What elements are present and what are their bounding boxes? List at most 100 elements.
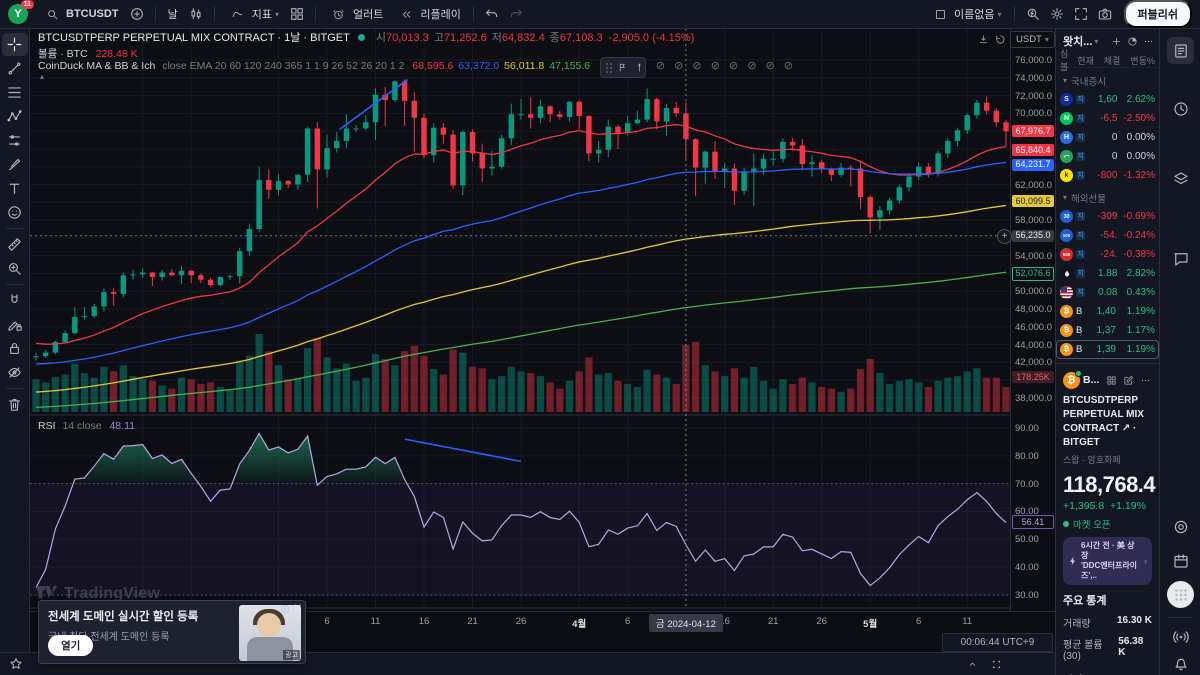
clock[interactable]: 00:06:44 UTC+9 xyxy=(942,633,1053,652)
redo-icon[interactable] xyxy=(505,3,527,25)
price-axis[interactable]: 38,000.040,000.042,000.044,000.046,000.0… xyxy=(1010,29,1055,611)
column-header[interactable]: 심볼 xyxy=(1060,49,1069,72)
watchlist-row[interactable]: 30지44,59-309-0.69% xyxy=(1056,207,1159,226)
drag-handle[interactable] xyxy=(606,62,612,73)
news-pill[interactable]: 6시간 전 · 美 상장 'DDC엔터프라이즈',.. › xyxy=(1063,537,1152,585)
favorites-star-icon[interactable] xyxy=(5,653,27,675)
column-header[interactable]: 현재 xyxy=(1077,55,1094,66)
compare-grid-icon[interactable] xyxy=(1104,373,1118,387)
more-options-icon[interactable] xyxy=(1141,34,1155,48)
edit-icon[interactable] xyxy=(1121,373,1135,387)
fib-tool-icon[interactable] xyxy=(2,81,28,104)
timeframe-button[interactable]: 날 xyxy=(167,9,178,21)
brush-tool-icon[interactable] xyxy=(2,153,28,176)
watchlist-row[interactable]: ₿B118,71,391.19% xyxy=(1056,340,1159,359)
chat-icon[interactable] xyxy=(1167,245,1194,272)
watchlist-row[interactable]: ₿B118,81,371.17% xyxy=(1056,321,1159,340)
ad-banner[interactable]: 전세계 도메인 실시간 할인 등록 국내 최다 전세계 도메인 등록 열기 광고… xyxy=(38,600,306,664)
user-avatar[interactable]: Y 11 xyxy=(8,0,34,24)
publish-button[interactable]: 퍼블리쉬 xyxy=(1123,0,1192,28)
crosshair-tool-icon[interactable] xyxy=(1,33,28,56)
add-symbol-icon[interactable] xyxy=(1109,34,1123,48)
zoomIn-tool-icon[interactable] xyxy=(2,257,28,280)
watchlist-tab-icon[interactable] xyxy=(1167,37,1194,64)
layout-grid-icon[interactable] xyxy=(286,3,308,25)
watchlist-row[interactable]: 100지22,99-54.-0.24% xyxy=(1056,226,1159,245)
main-chart[interactable] xyxy=(30,29,1010,611)
watchlist-row[interactable]: 지19.190.080.43% xyxy=(1056,283,1159,302)
fullscreen-icon[interactable] xyxy=(1070,3,1092,25)
flag-icon[interactable] xyxy=(615,60,630,75)
symbol-full-name[interactable]: BTCUSDTPERP PERPETUAL MIX CONTRACT ↗ · BI… xyxy=(1063,395,1144,448)
column-header[interactable]: 변동% xyxy=(1130,55,1155,66)
chart-type-icon[interactable] xyxy=(185,3,207,25)
currency-dropdown[interactable]: USDT ▾ xyxy=(1010,31,1055,48)
symbol-search[interactable]: BTCUSDT xyxy=(36,1,124,27)
volume-legend[interactable]: 볼륨 · BTC 228.48 K xyxy=(38,48,138,60)
ruler-tool-icon[interactable] xyxy=(2,233,28,256)
calendar-icon[interactable] xyxy=(1167,547,1194,574)
apps-grid-icon[interactable] xyxy=(1167,581,1194,608)
undo-icon[interactable] xyxy=(481,3,503,25)
ad-open-button[interactable]: 열기 xyxy=(48,635,94,656)
trend-tool-icon[interactable] xyxy=(2,57,28,80)
watchlist-row[interactable]: ₿B118,81,401.19% xyxy=(1056,302,1159,321)
legend-collapse-caret[interactable]: ▴ xyxy=(40,72,45,81)
eyeOff-tool-icon[interactable] xyxy=(2,361,28,384)
delayed-badge: 지 xyxy=(1076,171,1086,180)
position-tool-icon[interactable] xyxy=(2,129,28,152)
watchlist-group-header[interactable]: ▾ 해외선물 xyxy=(1063,193,1106,205)
column-header[interactable]: 체결 xyxy=(1103,55,1121,66)
watchlist-row[interactable]: k지60,00-800-1.32% xyxy=(1056,166,1159,185)
replay-button[interactable]: 리플레이 xyxy=(390,1,465,27)
watchlist-row[interactable]: H지208,000.00% xyxy=(1056,128,1159,147)
compare-symbol-icon[interactable] xyxy=(126,3,148,25)
reset-scale-icon[interactable] xyxy=(993,33,1007,47)
chevron-down-icon[interactable]: ▾ xyxy=(1094,36,1099,46)
watchlist-row[interactable]: N지253,0-6,5-2.50% xyxy=(1056,109,1159,128)
tradingview-watermark: TradingView xyxy=(36,585,160,603)
collapse-pane-icon[interactable] xyxy=(965,657,979,671)
watchlist-row[interactable]: S지62,601,602.62% xyxy=(1056,90,1159,109)
magnet-tool-icon[interactable] xyxy=(2,289,28,312)
maximize-pane-icon[interactable] xyxy=(989,657,1003,671)
snapshot-camera-icon[interactable] xyxy=(1094,3,1116,25)
more-options-icon[interactable] xyxy=(1138,373,1152,387)
ad-close-icon[interactable]: ✕ xyxy=(293,603,302,614)
add-alert-button[interactable]: + xyxy=(997,229,1012,244)
alert-button[interactable]: 얼러트 xyxy=(323,1,388,27)
broadcast-icon[interactable] xyxy=(1167,623,1194,650)
trash-tool-icon[interactable] xyxy=(2,393,28,416)
watchlist-row[interactable]: 지178,000.00% xyxy=(1056,147,1159,166)
indicator-values: 68,595.6 63,372.0 56,011.8 47,155.6 xyxy=(412,60,591,72)
stats-title: 주요 통계 xyxy=(1063,595,1107,607)
object-tree-icon[interactable] xyxy=(1167,165,1194,192)
xabcd-tool-icon[interactable] xyxy=(2,105,28,128)
watchlist-row[interactable]: 500지6,300-24.-0.38% xyxy=(1056,245,1159,264)
quick-search-icon[interactable] xyxy=(1022,3,1044,25)
notifications-bell-icon[interactable] xyxy=(1167,649,1194,675)
textT-tool-icon[interactable] xyxy=(2,177,28,200)
layout-name-button[interactable]: 이름없음 ▾ xyxy=(924,1,1007,27)
watchlist-group-header[interactable]: ▾ 국내증시 xyxy=(1063,76,1106,88)
pin-icon[interactable] xyxy=(631,60,646,75)
ideas-target-icon[interactable] xyxy=(1167,513,1194,540)
lock-tool-icon[interactable] xyxy=(2,337,28,360)
scroll-to-recent-icon[interactable] xyxy=(976,33,990,47)
indicator-legend[interactable]: CoinDuck MA & BB & Ich close EMA 20 60 1… xyxy=(38,60,797,72)
indicators-button[interactable]: 지표 ▾ xyxy=(222,1,284,27)
lockEdit-tool-icon[interactable] xyxy=(2,313,28,336)
watchlist-title[interactable]: 왓치... xyxy=(1063,36,1093,48)
alerts-clock-icon[interactable] xyxy=(1167,95,1194,122)
market-status[interactable]: 마켓 오픈 xyxy=(1063,517,1152,531)
divider xyxy=(5,284,24,285)
rsi-legend[interactable]: RSI 14 close 48.11 xyxy=(38,420,135,432)
settings-gear-icon[interactable] xyxy=(1046,3,1068,25)
floating-drawing-toolbar[interactable] xyxy=(600,57,646,78)
watchlist-row[interactable]: 지68.451.882.82% xyxy=(1056,264,1159,283)
chart-legend[interactable]: BTCUSDTPERP PERPETUAL MIX CONTRACT · 1날 … xyxy=(38,32,694,45)
adchoices-icon[interactable]: ⓘ xyxy=(281,605,289,614)
time-axis[interactable]: 16213월6111621264월61621265월611금 2024-04-1… xyxy=(30,611,1055,632)
smiley-tool-icon[interactable] xyxy=(2,201,28,224)
heatmap-icon[interactable] xyxy=(1125,34,1139,48)
